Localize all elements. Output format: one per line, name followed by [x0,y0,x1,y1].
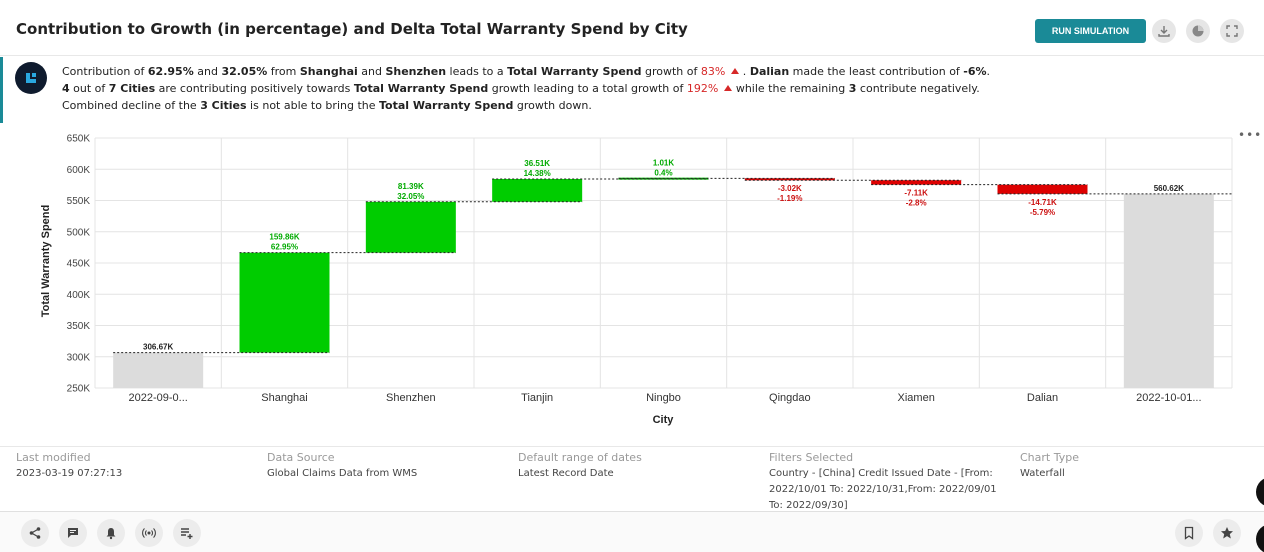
x-tick-label: Shenzhen [386,392,436,404]
data-label: 159.86K [269,233,299,242]
card-footer [0,511,1264,552]
chart-type: Chart Type Waterfall [1020,451,1079,479]
insight-line-2: 4 out of 7 Cities are contributing posit… [62,82,980,95]
y-axis-label: Total Warranty Spend [40,205,52,317]
date-range: Default range of dates Latest Record Dat… [518,451,642,479]
insight-logo-icon [15,62,47,94]
data-label: -7.11K [904,189,928,198]
x-tick-label: Ningbo [646,392,681,404]
y-tick-label: 500K [67,227,91,238]
percent-label: 0.4% [654,168,672,177]
y-tick-label: 600K [67,165,91,176]
percent-label: 32.05% [397,192,424,201]
x-tick-label: Dalian [1027,392,1058,404]
comment-icon[interactable] [59,519,87,547]
x-tick-label: 2022-09-0... [129,392,188,404]
x-tick-label: Tianjin [521,392,553,404]
share-icon[interactable] [21,519,49,547]
data-source: Data Source Global Claims Data from WMS [267,451,418,479]
percent-label: 14.38% [524,169,551,178]
percent-label: -1.19% [777,194,802,203]
bar-2 [365,201,456,253]
x-tick-label: Shanghai [261,392,308,404]
y-tick-label: 450K [67,259,91,270]
x-tick-label: Qingdao [769,392,811,404]
bar-5 [744,178,835,181]
broadcast-icon[interactable] [135,519,163,547]
trend-up-icon [724,85,733,91]
chart-title: Contribution to Growth (in percentage) a… [16,20,688,38]
bar-7 [997,184,1088,194]
y-tick-label: 250K [67,384,91,395]
y-tick-label: 300K [67,352,91,363]
waterfall-chart: 250K 300K 350K 400K 450K 500K 550K 600K 650K 2022… [40,134,1233,426]
percent-label: -5.79% [1030,208,1055,217]
data-label: -14.71K [1028,198,1057,207]
y-tick-label: 400K [67,290,91,301]
run-simulation-button[interactable]: RUN SIMULATION [1035,19,1146,43]
bookmark-icon[interactable] [1175,519,1203,547]
x-tick-label: Xiamen [898,392,935,404]
data-label: 36.51K [524,159,550,168]
bar-6 [871,180,962,185]
percent-label: -2.8% [906,199,927,208]
last-modified: Last modified 2023-03-19 07:27:13 [16,451,123,479]
bar-8 [1123,193,1214,388]
trend-up-icon [731,68,740,74]
download-icon[interactable] [1152,19,1176,43]
data-label: 560.62K [1154,184,1184,193]
x-axis-label: City [653,414,675,426]
data-label: 81.39K [398,182,424,191]
expand-icon[interactable] [1220,19,1244,43]
floating-action-button[interactable] [1256,477,1264,507]
bar-3 [492,178,583,202]
insight-text: Contribution of 62.95% and 32.05% from S… [62,63,990,114]
data-label: 1.01K [653,158,675,167]
insight-line-1: Contribution of 62.95% and 32.05% from S… [62,65,991,78]
x-tick-label: 2022-10-01... [1136,392,1201,404]
filters-selected: Filters Selected Country - [China] Credi… [769,451,997,511]
insight-panel: Contribution of 62.95% and 32.05% from S… [0,57,1264,123]
y-tick-label: 650K [67,134,91,145]
playlist-add-icon[interactable] [173,519,201,547]
percent-label: 62.95% [271,243,298,252]
y-tick-label: 350K [67,321,91,332]
insight-line-3: Combined decline of the 3 Cities is not … [62,99,592,112]
y-tick-label: 550K [67,196,91,207]
bar-0 [113,352,204,388]
more-options-icon[interactable]: ••• [1238,128,1263,142]
star-icon[interactable] [1213,519,1241,547]
chart-metadata: Last modified 2023-03-19 07:27:13 Data S… [0,446,1264,511]
pie-chart-icon[interactable] [1186,19,1210,43]
card-header: Contribution to Growth (in percentage) a… [0,0,1264,56]
floating-chat-button[interactable] [1256,524,1264,552]
data-label: -3.02K [778,184,802,193]
alert-icon[interactable] [97,519,125,547]
data-label: 306.67K [143,343,173,352]
bar-1 [239,252,330,353]
